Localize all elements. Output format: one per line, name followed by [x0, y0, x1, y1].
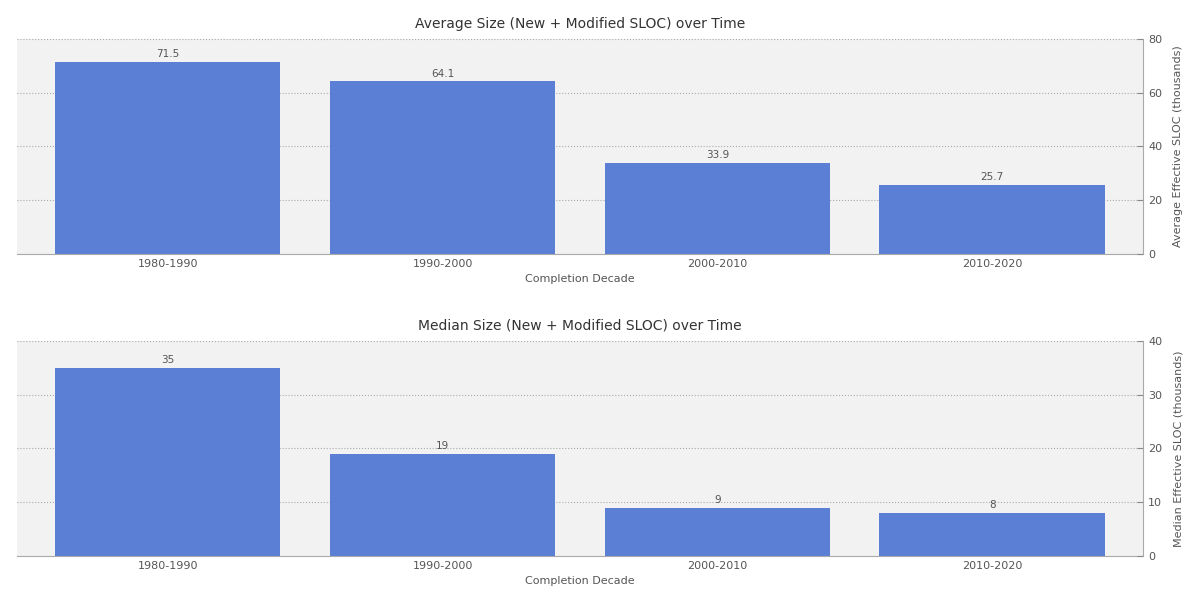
- Text: 64.1: 64.1: [431, 69, 454, 79]
- Title: Average Size (New + Modified SLOC) over Time: Average Size (New + Modified SLOC) over …: [415, 17, 745, 31]
- Bar: [605, 163, 830, 254]
- Y-axis label: Average Effective SLOC (thousands): Average Effective SLOC (thousands): [1174, 45, 1183, 247]
- Bar: [880, 185, 1105, 254]
- Text: 25.7: 25.7: [980, 172, 1003, 182]
- X-axis label: Completion Decade: Completion Decade: [526, 576, 635, 586]
- Title: Median Size (New + Modified SLOC) over Time: Median Size (New + Modified SLOC) over T…: [418, 319, 742, 333]
- Text: 71.5: 71.5: [156, 49, 180, 59]
- Text: 19: 19: [436, 441, 449, 451]
- Text: 8: 8: [989, 500, 996, 510]
- Bar: [55, 62, 281, 254]
- Bar: [330, 454, 556, 556]
- Y-axis label: Median Effective SLOC (thousands): Median Effective SLOC (thousands): [1174, 350, 1183, 547]
- Bar: [55, 368, 281, 556]
- Text: 9: 9: [714, 495, 721, 505]
- Bar: [605, 508, 830, 556]
- Bar: [880, 513, 1105, 556]
- X-axis label: Completion Decade: Completion Decade: [526, 274, 635, 284]
- Text: 35: 35: [161, 355, 174, 365]
- Text: 33.9: 33.9: [706, 150, 728, 160]
- Bar: [330, 81, 556, 254]
